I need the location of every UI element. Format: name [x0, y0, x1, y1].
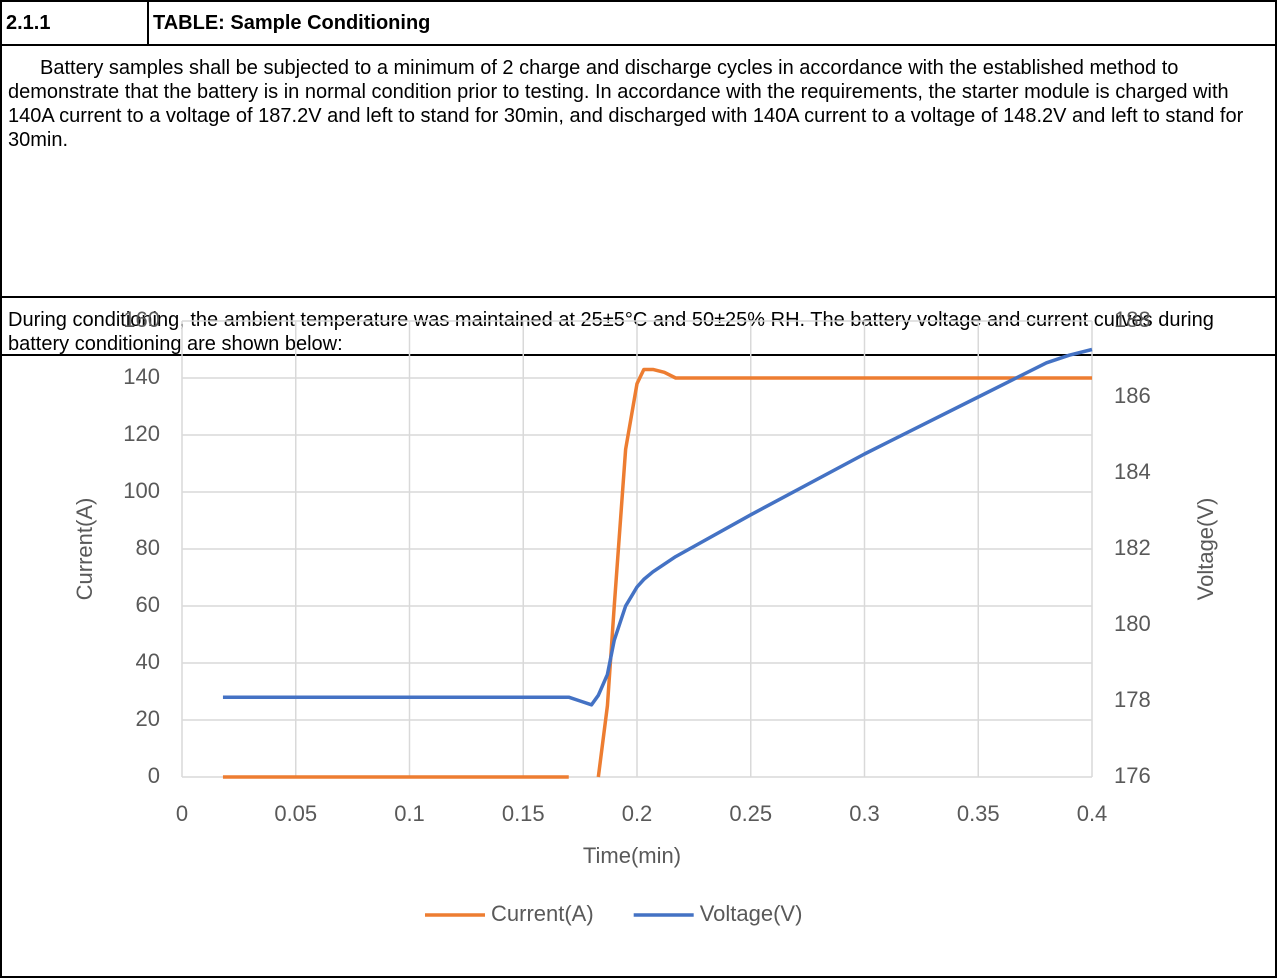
x-tick-label: 0.35	[957, 801, 1000, 826]
y2-tick-label: 178	[1114, 687, 1151, 712]
chart-cell	[0, 354, 1277, 978]
y2-tick-label: 182	[1114, 535, 1151, 560]
y2-tick-label: 188	[1114, 307, 1151, 332]
legend-label: Voltage(V)	[700, 901, 803, 926]
y2-tick-label: 180	[1114, 611, 1151, 636]
paragraph: Battery samples shall be subjected to a …	[0, 44, 1277, 298]
data-line	[222, 347, 1093, 707]
y2-axis-title: Voltage(V)	[1193, 498, 1218, 601]
data-line	[222, 367, 1092, 779]
y2-tick-label: 176	[1114, 763, 1151, 788]
y-tick-label: 60	[136, 592, 160, 617]
y-axis-title: Current(A)	[72, 498, 97, 601]
y-tick-label: 80	[136, 535, 160, 560]
y-tick-label: 120	[123, 421, 160, 446]
y-tick-label: 20	[136, 706, 160, 731]
y-tick-label: 0	[148, 763, 160, 788]
x-tick-label: 0.25	[729, 801, 772, 826]
y2-tick-label: 186	[1114, 383, 1151, 408]
y2-tick-label: 184	[1114, 459, 1151, 484]
x-tick-label: 0.2	[622, 801, 653, 826]
x-tick-label: 0.1	[394, 801, 425, 826]
x-tick-label: 0.15	[502, 801, 545, 826]
x-tick-label: 0.05	[274, 801, 317, 826]
x-tick-label: 0	[176, 801, 188, 826]
y-tick-label: 100	[123, 478, 160, 503]
y-tick-label: 40	[136, 649, 160, 674]
x-tick-label: 0.4	[1077, 801, 1108, 826]
y-tick-label: 160	[123, 307, 160, 332]
x-axis-title: Time(min)	[583, 843, 681, 868]
y-tick-label: 140	[123, 364, 160, 389]
legend-label: Current(A)	[491, 901, 594, 926]
x-tick-label: 0.3	[849, 801, 880, 826]
